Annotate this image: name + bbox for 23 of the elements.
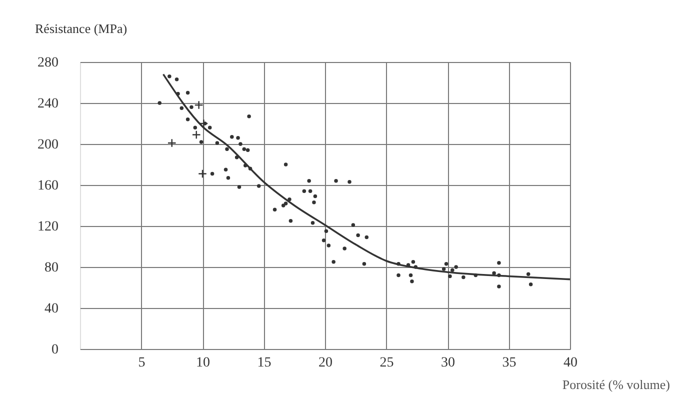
x-tick-label: 40 [564, 356, 578, 370]
x-tick-label: 35 [502, 356, 516, 370]
y-tick-label: 200 [38, 138, 58, 152]
x-tick-label: 30 [441, 356, 455, 370]
x-tick-label: 15 [257, 356, 272, 370]
point [167, 138, 176, 148]
point [199, 119, 208, 128]
x-tick-label: 20 [318, 356, 332, 370]
x-tick-label: 10 [196, 356, 210, 370]
x-tick-label: 25 [380, 356, 394, 370]
x-tick-label: 5 [138, 356, 146, 370]
y-tick-label: 240 [38, 96, 58, 112]
point [194, 100, 204, 110]
y-tick-label: 0 [52, 342, 58, 358]
y-tick-label: 280 [38, 56, 58, 70]
point [198, 169, 207, 178]
y-tick-label: 120 [38, 220, 58, 234]
y-tick-label: 80 [44, 260, 58, 276]
x-axis-title: Porosité (% volume) [562, 377, 670, 392]
y-tick-label: 160 [38, 178, 58, 194]
point [192, 130, 201, 140]
y-tick-label: 40 [44, 302, 58, 316]
y-axis-title: Résistance (MPa) [35, 21, 128, 36]
